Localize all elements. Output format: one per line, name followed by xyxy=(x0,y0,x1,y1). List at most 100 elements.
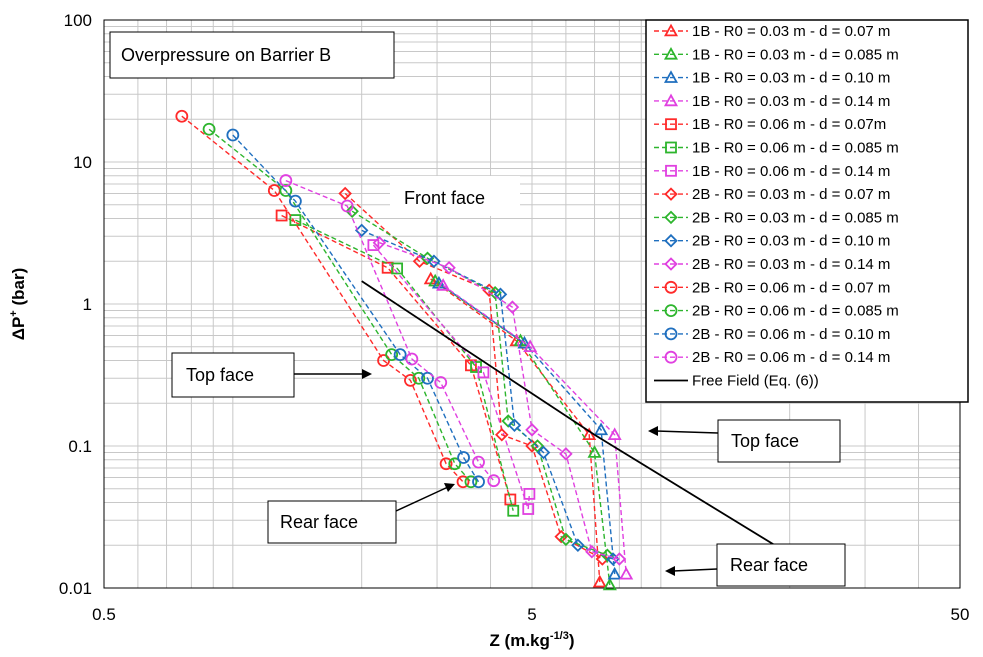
series-line xyxy=(285,179,495,482)
annotation-box xyxy=(171,352,295,398)
data-point xyxy=(405,352,419,366)
legend-label: 2B - R0 = 0.06 m - d = 0.14 m xyxy=(692,349,890,366)
legend-swatch-marker xyxy=(663,23,679,37)
series-14 xyxy=(279,174,501,488)
data-point xyxy=(504,493,517,506)
series-10 xyxy=(372,235,627,566)
data-point xyxy=(505,300,520,314)
annotation-rear-face-left: Rear face xyxy=(280,512,358,532)
legend-label: 1B - R0 = 0.06 m - d = 0.07m xyxy=(692,116,886,133)
legend-label: 2B - R0 = 0.03 m - d = 0.10 m xyxy=(692,233,890,250)
chart-title: Overpressure on Barrier B xyxy=(121,45,331,65)
legend: 1B - R0 = 0.03 m - d = 0.07 m 1B - R0 = 0… xyxy=(654,23,899,390)
annotation-arrowhead xyxy=(665,566,675,576)
data-point xyxy=(175,109,189,123)
legend-label: 1B - R0 = 0.03 m - d = 0.10 m xyxy=(692,70,890,87)
y-tick-label: 0.1 xyxy=(68,437,92,456)
legend-swatch-marker xyxy=(665,118,677,131)
data-point xyxy=(275,209,288,222)
series-3 xyxy=(436,278,634,580)
annotation-arrowhead xyxy=(648,426,658,436)
series-7 xyxy=(338,186,610,566)
annotation-arrowhead xyxy=(362,369,372,379)
series-line xyxy=(351,210,608,556)
annotation-front-face: Front face xyxy=(404,188,485,208)
data-point xyxy=(587,445,602,458)
series-line xyxy=(281,214,511,500)
legend-item: 2B - R0 = 0.03 m - d = 0.10 m xyxy=(654,233,890,250)
data-point xyxy=(202,122,216,136)
series-12 xyxy=(202,122,478,489)
legend-item: 2B - R0 = 0.06 m - d = 0.14 m xyxy=(654,349,890,366)
legend-label: 2B - R0 = 0.03 m - d = 0.14 m xyxy=(692,256,890,273)
legend-item: 2B - R0 = 0.03 m - d = 0.085 m xyxy=(654,209,899,226)
data-point xyxy=(340,199,354,213)
legend-swatch-marker xyxy=(664,327,678,341)
data-point xyxy=(226,128,240,142)
data-point xyxy=(472,475,485,489)
data-point xyxy=(536,445,551,460)
data-point xyxy=(585,544,599,559)
y-tick-label: 0.01 xyxy=(59,579,92,598)
legend-item: 1B - R0 = 0.03 m - d = 0.14 m xyxy=(654,93,890,110)
data-point xyxy=(525,423,539,437)
x-tick-label: 50 xyxy=(951,605,970,624)
x-tick-label: 5 xyxy=(527,605,536,624)
series-5 xyxy=(289,214,520,517)
legend-item: Free Field (Eq. (6)) xyxy=(654,373,819,390)
legend-swatch-marker xyxy=(663,46,679,60)
legend-item: 1B - R0 = 0.03 m - d = 0.10 m xyxy=(654,70,890,87)
data-point xyxy=(495,427,509,442)
series-2 xyxy=(431,275,622,580)
data-point xyxy=(345,204,359,219)
data-point xyxy=(600,548,615,563)
data-point xyxy=(427,254,441,269)
legend-item: 1B - R0 = 0.06 m - d = 0.085 m xyxy=(654,140,899,157)
legend-label: 2B - R0 = 0.03 m - d = 0.07 m xyxy=(692,186,890,203)
data-point xyxy=(602,577,617,591)
data-point xyxy=(607,566,622,580)
data-point xyxy=(377,354,390,367)
legend-label: 1B - R0 = 0.06 m - d = 0.14 m xyxy=(692,163,890,180)
data-point xyxy=(507,418,522,433)
legend-label: 1B - R0 = 0.03 m - d = 0.085 m xyxy=(692,46,899,63)
legend-swatch-marker xyxy=(664,187,678,201)
data-point xyxy=(421,371,434,385)
data-point xyxy=(493,287,508,302)
legend-swatch-marker xyxy=(664,257,678,271)
data-point xyxy=(412,371,426,385)
data-point xyxy=(289,214,302,226)
annotation-box xyxy=(716,543,846,587)
annotation-top-face-right: Top face xyxy=(731,431,799,451)
annotation-top-face-left: Top face xyxy=(186,365,254,385)
data-point xyxy=(279,184,293,197)
series-line xyxy=(295,219,514,511)
legend-box xyxy=(645,19,969,403)
annotation-arrow xyxy=(655,430,719,434)
data-point xyxy=(279,174,293,187)
data-point xyxy=(522,503,535,515)
series-line xyxy=(434,280,611,586)
series-line xyxy=(372,244,531,510)
series-line xyxy=(181,115,464,483)
data-point xyxy=(612,552,627,566)
legend-swatch-marker xyxy=(664,233,678,248)
data-point xyxy=(607,427,622,441)
data-point xyxy=(372,235,387,250)
y-tick-label: 10 xyxy=(73,153,92,172)
series-line xyxy=(438,282,616,575)
data-point xyxy=(595,552,610,566)
series-line xyxy=(361,229,614,560)
y-tick-label: 1 xyxy=(83,295,92,314)
series-layer xyxy=(175,109,781,591)
data-point xyxy=(619,566,634,580)
series-9 xyxy=(354,223,620,566)
x-axis-title: Z (m.kg-1/3) xyxy=(489,630,574,650)
series-11 xyxy=(175,109,470,489)
annotation-arrow xyxy=(395,486,449,512)
series-line xyxy=(208,128,472,483)
annotation-box xyxy=(267,500,397,544)
series-6 xyxy=(367,239,536,515)
data-point xyxy=(507,504,520,517)
legend-label: 2B - R0 = 0.06 m - d = 0.07 m xyxy=(692,279,890,296)
